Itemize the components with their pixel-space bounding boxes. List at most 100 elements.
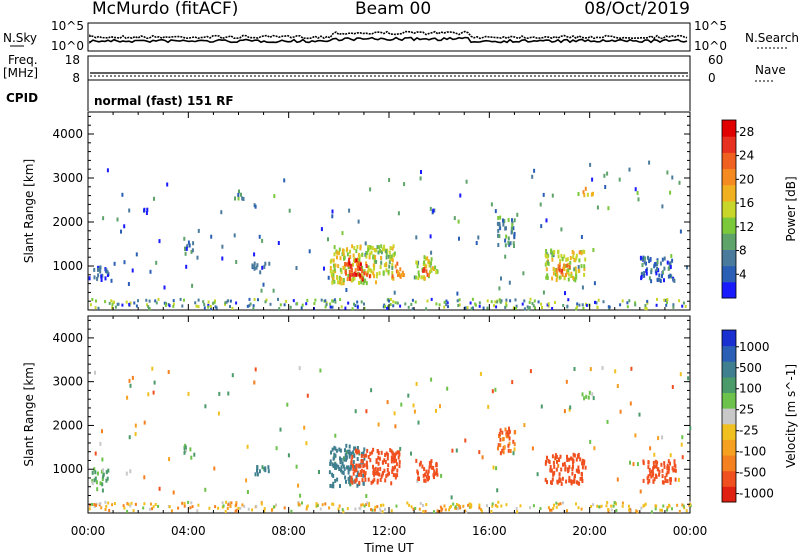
velocity-echo-pixel [387, 463, 390, 468]
power-pixel [185, 264, 188, 269]
velocity-echo-pixel [375, 470, 378, 475]
power-echo-pixel [380, 255, 382, 260]
power-echo-pixel [566, 270, 569, 275]
power-echo-pixel [424, 263, 427, 268]
power-echo-pixel [643, 273, 646, 278]
velocity-pixel [638, 412, 641, 417]
power-echo-pixel [668, 265, 671, 270]
power-colorbar-label: Power [dB] [784, 176, 798, 241]
power-pixel [329, 305, 332, 309]
power-pixel [496, 300, 499, 304]
velocity-echo-pixel [341, 462, 344, 466]
power-pixel [102, 216, 105, 221]
power-pixel [411, 307, 414, 311]
velocity-pixel [143, 420, 146, 425]
velocity-pixel [512, 451, 515, 456]
velocity-echo-pixel [93, 467, 96, 472]
velocity-echo-pixel [554, 453, 557, 458]
power-echo-pixel [663, 266, 666, 271]
velocity-pixel [316, 504, 319, 508]
power-echo-pixel [356, 257, 359, 262]
power-pixel [88, 276, 91, 281]
velocity-pixel [247, 507, 250, 511]
power-pixel [252, 306, 255, 310]
power-pixel [145, 298, 148, 302]
velocity-pixel [99, 502, 102, 505]
power-echo-pixel [423, 276, 426, 281]
velocity-pixel [523, 423, 526, 428]
power-pixel [121, 303, 124, 307]
power-pixel [252, 304, 255, 308]
velocity-echo-pixel [647, 465, 650, 470]
power-echo-pixel [661, 270, 664, 275]
velocity-pixel [96, 487, 99, 492]
power-pixel [621, 299, 624, 303]
power-echo-pixel [397, 270, 400, 275]
velocity-echo-pixel [563, 461, 566, 466]
power-echo-pixel [554, 272, 557, 277]
velocity-pixel [213, 466, 216, 471]
velocity-echo-pixel [256, 468, 258, 473]
velocity-pixel [676, 503, 679, 507]
velocity-pixel [101, 457, 104, 462]
velocity-echo-pixel [347, 467, 350, 472]
power-pixel [168, 304, 171, 308]
power-echo-pixel [414, 275, 417, 280]
power-echo-pixel [338, 275, 341, 280]
velocity-pixel [129, 469, 132, 474]
power-echo-pixel [359, 262, 362, 267]
power-echo-pixel [334, 263, 337, 268]
velocity-pixel [440, 509, 443, 513]
velocity-echo-pixel [577, 465, 580, 470]
power-echo-pixel [361, 277, 364, 282]
power-pixel [120, 229, 122, 234]
velocity-echo-pixel [674, 477, 677, 482]
velocity-echo-pixel [383, 458, 386, 463]
velocity-echo-pixel [558, 457, 561, 462]
velocity-pixel [414, 507, 417, 510]
velocity-pixel [666, 508, 669, 512]
velocity-pixel [142, 506, 145, 510]
power-echo-pixel [339, 267, 342, 272]
velocity-echo-pixel [583, 396, 586, 401]
power-pixel [166, 182, 169, 187]
velocity-echo-pixel [363, 454, 366, 459]
power-pixel [329, 302, 332, 306]
power-echo-pixel [368, 252, 371, 257]
power-pixel [148, 299, 151, 303]
velocity-echo-pixel [507, 432, 510, 437]
velocity-pixel [290, 509, 293, 513]
power-pixel [531, 174, 534, 179]
velocity-pixel [515, 507, 518, 511]
velocity-pixel [568, 407, 571, 412]
velocity-echo-pixel [193, 452, 196, 457]
power-pixel [296, 302, 299, 306]
velocity-echo-pixel [392, 473, 395, 477]
velocity-echo-pixel [655, 464, 658, 469]
velocity-pixel [105, 504, 108, 508]
power-echo-pixel [184, 246, 186, 251]
power-echo-pixel [387, 269, 390, 274]
power-echo-pixel [561, 256, 564, 261]
power-echo-pixel [582, 190, 585, 195]
power-pixel [111, 303, 114, 306]
xtick-label: 08:00 [271, 524, 306, 538]
power-pixel [637, 197, 640, 202]
power-pixel [628, 167, 631, 172]
power-pixel [529, 297, 532, 301]
power-pixel [253, 252, 256, 257]
velocity-pixel [226, 507, 229, 510]
power-colorbar-swatch [722, 152, 736, 170]
power-pixel [589, 162, 592, 167]
power-pixel [526, 305, 529, 309]
power-echo-pixel [242, 197, 245, 201]
power-echo-pixel [96, 276, 99, 281]
velocity-echo-pixel [508, 441, 511, 446]
power-echo-pixel [366, 272, 369, 277]
velocity-echo-pixel [362, 464, 365, 469]
velocity-pixel [227, 391, 230, 396]
velocity-echo-pixel [653, 477, 656, 482]
power-echo-pixel [669, 265, 672, 269]
power-echo-pixel [187, 240, 190, 245]
power-pixel [466, 306, 469, 310]
